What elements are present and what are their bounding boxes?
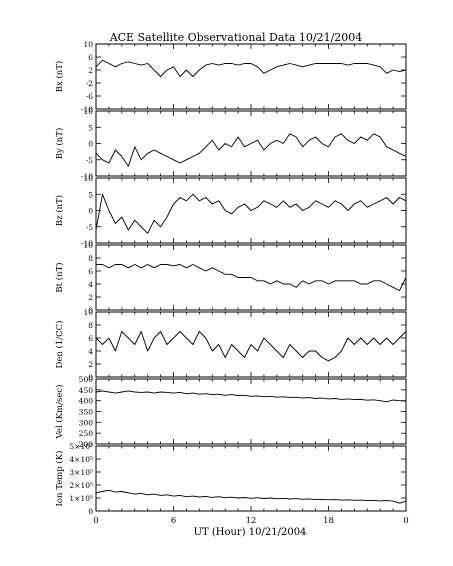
x-axis-label: UT (Hour) 10/21/2004 — [194, 527, 307, 538]
y-tick-label: 500 — [79, 375, 94, 384]
x-axis: 0 6 12 18 0 — [93, 516, 408, 526]
y-tick-label: 4 — [88, 347, 93, 356]
x-tick-label: 0 — [93, 516, 98, 526]
y-tick-label: 10 — [83, 174, 93, 183]
y-tick-label: 6 — [88, 267, 93, 276]
y-axis-label: Bz (nT) — [54, 195, 65, 226]
y-tick-label: 450 — [79, 386, 94, 395]
panel-4: 0 2 4 6 8 10 Den (1/CC) — [54, 308, 407, 382]
y-tick-label: -2 — [86, 79, 94, 88]
y-tick-label: 10 — [83, 241, 93, 250]
y-tick-label: 2 — [88, 360, 93, 369]
y-axis-label: Bt (nT) — [54, 262, 65, 292]
panel-frame — [95, 445, 407, 512]
y-axis-label: Den (1/CC) — [54, 321, 65, 369]
y-tick-label: 200 — [79, 440, 94, 449]
series-line-0 — [95, 193, 407, 234]
panel-0: -10 -6 -2 2 6 10 Bx (nT) — [54, 40, 407, 114]
y-tick-label: 2 — [88, 293, 93, 302]
y-tick-label: -10 — [81, 172, 93, 181]
y-tick-label: 10 — [83, 40, 93, 49]
series-line-0 — [96, 264, 407, 291]
y-tick-label: -6 — [86, 92, 94, 101]
y-tick-label: 0 — [88, 373, 93, 382]
y-tick-label: 6 — [88, 53, 93, 62]
y-tick-label: 2×10⁵ — [69, 481, 93, 490]
y-tick-label: 10 — [83, 107, 93, 116]
y-tick-label: 300 — [79, 418, 94, 427]
series-line-0 — [95, 390, 407, 403]
y-tick-label: 0 — [88, 140, 93, 149]
y-tick-label: 2 — [88, 66, 93, 75]
x-tick-label: 6 — [171, 516, 176, 526]
x-tick-label: 0 — [403, 516, 408, 526]
panel-1: -10 -5 0 5 10 By (nT) — [54, 107, 407, 181]
panel-frame — [95, 43, 407, 110]
y-tick-label: 1×10⁵ — [69, 494, 93, 503]
y-axis-label: By (nT) — [54, 128, 65, 160]
y-tick-label: -5 — [86, 156, 94, 165]
y-tick-label: 5×10⁵ — [69, 442, 93, 451]
panel-3: 0 2 4 6 8 10 Bt (nT) — [54, 241, 407, 315]
y-axis-label: Bx (nT) — [54, 61, 65, 93]
y-tick-label: 8 — [88, 254, 93, 263]
series-line-0 — [95, 59, 407, 77]
y-tick-label: 0 — [88, 306, 93, 315]
y-tick-label: 3×10⁵ — [69, 468, 93, 477]
panel-frame — [95, 378, 407, 445]
y-tick-label: 4×10⁵ — [69, 455, 93, 464]
panel-6: 0 1×10⁵ 2×10⁵ 3×10⁵ 4×10⁵ 5×10⁵ Ion Temp (K) — [54, 442, 407, 516]
y-tick-label: 8 — [88, 321, 93, 330]
y-tick-label: -10 — [81, 239, 93, 248]
y-tick-label: 4 — [88, 280, 93, 289]
chart-title: ACE Satellite Observational Data 10/21/2… — [109, 31, 363, 44]
y-tick-label: -5 — [86, 223, 94, 232]
y-tick-label: 350 — [79, 408, 94, 417]
y-tick-label: 6 — [88, 334, 93, 343]
x-tick-label: 18 — [323, 516, 334, 526]
panel-2: -10 -5 0 5 10 Bz (nT) — [54, 174, 407, 248]
y-tick-label: 5 — [88, 123, 93, 132]
y-tick-label: 250 — [79, 429, 94, 438]
panels: -10 -6 -2 2 6 10 Bx (nT) -10 -5 0 5 10 By (nT) -10 -5 0… — [54, 40, 407, 516]
y-tick-label: 5 — [88, 190, 93, 199]
series-line-0 — [95, 489, 407, 504]
y-tick-label: 0 — [88, 207, 93, 216]
x-tick-label: 12 — [246, 516, 257, 526]
y-tick-label: 10 — [83, 308, 93, 317]
y-axis-label: Vel (Km/sec) — [54, 385, 65, 440]
series-line-0 — [95, 133, 407, 167]
y-tick-label: 400 — [79, 397, 94, 406]
y-axis-label: Ion Temp (K) — [54, 451, 65, 507]
series-line-0 — [95, 331, 407, 362]
y-tick-label: -10 — [81, 105, 93, 114]
y-tick-label: 0 — [88, 507, 93, 516]
